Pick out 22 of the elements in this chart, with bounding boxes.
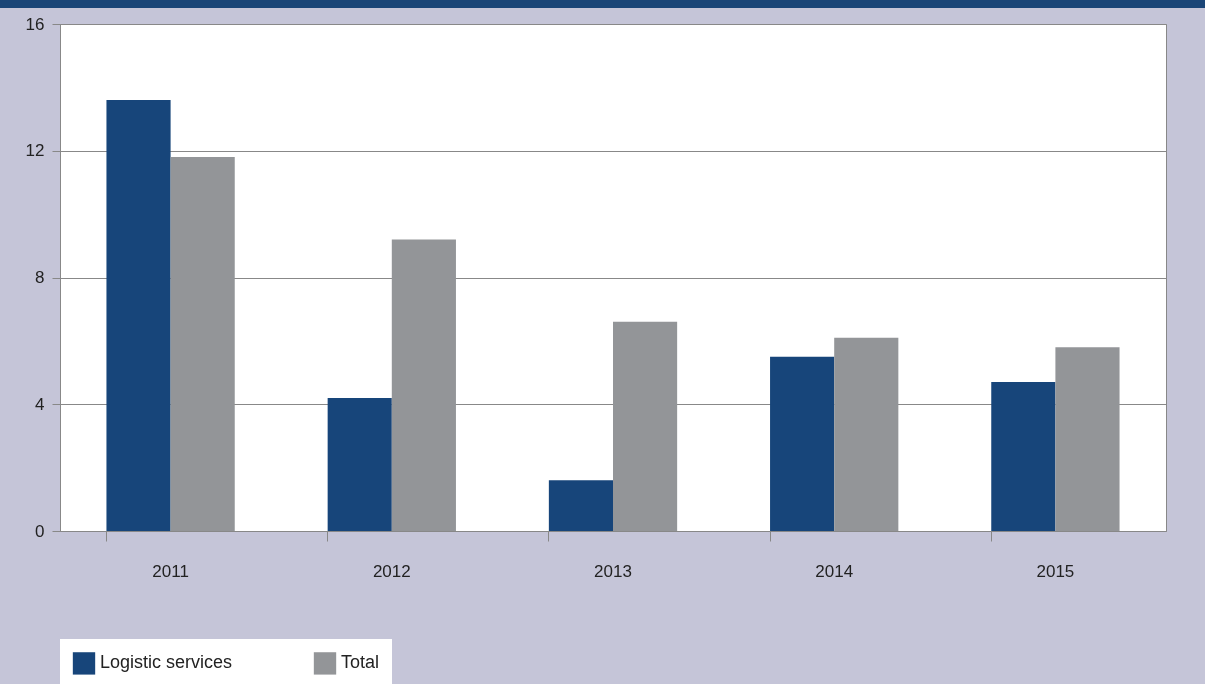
y-tick-label: 8 [35,268,45,287]
bar [834,337,899,531]
bar [106,100,171,531]
bar [327,397,392,531]
bar [548,480,613,531]
x-tick-label: 2015 [1036,561,1075,581]
bar [391,239,456,531]
bar [991,382,1056,531]
x-tick-label: 2013 [594,561,632,581]
legend-label: Total [341,652,380,673]
y-tick-label: 4 [35,394,45,414]
x-tick-label: 2014 [815,561,854,581]
bar [1055,347,1120,531]
legend-label: Logistic services [100,652,233,673]
bar [770,356,835,531]
bar [613,321,678,531]
x-tick-label: 2012 [372,561,411,581]
y-tick-label: 16 [25,14,45,34]
bar [170,157,235,531]
y-tick-label: 0 [35,521,45,541]
y-tick-label: 12 [25,141,45,161]
x-tick-label: 2011 [152,561,189,581]
